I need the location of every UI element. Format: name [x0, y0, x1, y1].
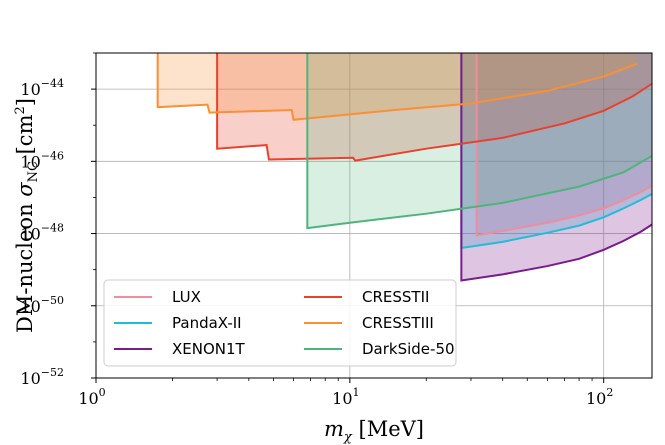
legend-label-lux: LUX	[172, 288, 201, 306]
y-tick-exponent: −46	[41, 149, 64, 162]
legend-box	[103, 279, 457, 367]
line-lux	[475, 53, 653, 237]
y-axis-label-subscript: NC	[26, 161, 41, 182]
x-tick-exponent: 2	[606, 386, 613, 399]
y-tick-base: 10	[20, 369, 40, 388]
y-axis-label-unit-exp: 2	[13, 106, 28, 114]
x-tick-base: 10	[332, 389, 352, 408]
fill-pandax-ii	[461, 53, 652, 248]
y-tick-label: 10−44	[20, 77, 64, 99]
x-tick-base: 10	[586, 389, 606, 408]
x-tick-base: 10	[78, 389, 98, 408]
y-tick-base: 10	[20, 152, 40, 171]
x-tick-label: 102	[586, 386, 613, 408]
line-darkside-50	[306, 53, 653, 230]
legend-label-darkside-50: DarkSide-50	[362, 340, 455, 358]
legend-label-pandax-ii: PandaX-II	[172, 314, 242, 332]
y-tick-label: 10−48	[20, 222, 64, 244]
fill-lux	[476, 53, 652, 236]
y-tick-label: 10−52	[20, 366, 64, 388]
y-axis-label-prefix: DM-nucleon	[13, 197, 37, 333]
legend: LUX PandaX-II XENON1T CRESSTII CRESSTIII Dark…	[103, 279, 457, 367]
line-cresstiii	[156, 53, 638, 121]
y-tick-exponent: −48	[41, 222, 64, 235]
legend-label-xenon1t: XENON1T	[172, 340, 246, 358]
limit-lines	[156, 53, 653, 282]
line-pandax-ii	[460, 53, 653, 250]
x-axis-label-unit-text: [MeV]	[359, 417, 424, 441]
x-axis-label: mχ [MeV]	[324, 417, 424, 445]
y-tick-base: 10	[20, 80, 40, 99]
legend-label-cresstii: CRESSTII	[362, 288, 429, 306]
y-axis-label-unit-open: [cm	[13, 114, 37, 161]
y-tick-base: 10	[20, 225, 40, 244]
y-tick-exponent: −50	[41, 294, 64, 307]
y-tick-base: 10	[20, 297, 40, 316]
x-axis-label-unit	[352, 417, 359, 441]
x-tick-exponent: 0	[99, 386, 106, 399]
y-axis-label-unit-close: ]	[13, 98, 37, 106]
x-axis-label-subscript: χ	[343, 430, 353, 445]
legend-label-cresstiii: CRESSTIII	[362, 314, 434, 332]
x-tick-exponent: 1	[353, 386, 360, 399]
y-axis-label: DM-nucleon σNC [cm2]	[13, 98, 41, 333]
x-tick-label: 100	[78, 386, 105, 408]
line-xenon1t	[460, 53, 653, 282]
plot-frame	[95, 52, 653, 379]
y-tick-label: 10−46	[20, 149, 64, 171]
fill-cresstiii	[157, 53, 637, 120]
x-tick-label: 101	[332, 386, 359, 408]
exclusion-fills	[157, 53, 652, 281]
y-tick-exponent: −52	[41, 366, 64, 379]
y-axis-label-symbol: σ	[13, 182, 37, 197]
y-tick-label: 10−50	[20, 294, 64, 316]
x-axis-label-symbol: m	[324, 417, 344, 441]
y-tick-exponent: −44	[41, 77, 64, 90]
line-cresstii	[216, 53, 653, 162]
